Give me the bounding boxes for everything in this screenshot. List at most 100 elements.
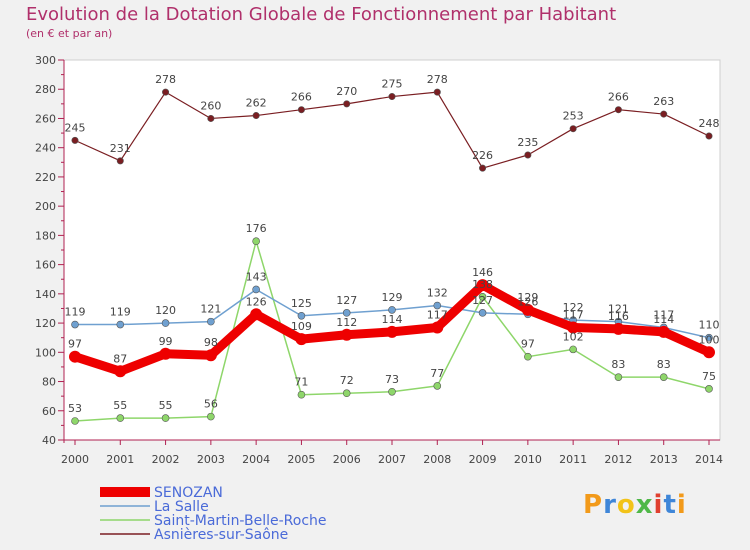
data-label-asnieres-sur-saone: 253 bbox=[563, 110, 584, 123]
chart-title: Evolution de la Dotation Globale de Fonc… bbox=[26, 4, 617, 25]
data-point-asnieres-sur-saone bbox=[569, 125, 577, 133]
data-label-saint-martin-belle-roche: 83 bbox=[611, 358, 625, 371]
x-tick-label: 2006 bbox=[333, 453, 361, 466]
x-tick-label: 2005 bbox=[287, 453, 315, 466]
x-tick-label: 2014 bbox=[695, 453, 723, 466]
data-point-senozan bbox=[295, 333, 308, 346]
data-label-senozan: 114 bbox=[382, 313, 403, 326]
data-label-senozan: 97 bbox=[68, 338, 82, 351]
data-label-la-salle: 120 bbox=[155, 304, 176, 317]
data-label-asnieres-sur-saone: 235 bbox=[517, 136, 538, 149]
data-point-la-salle bbox=[297, 311, 306, 320]
data-label-senozan: 87 bbox=[113, 352, 127, 365]
data-point-la-salle bbox=[388, 306, 396, 314]
data-label-la-salle: 127 bbox=[472, 294, 493, 307]
data-label-senozan: 98 bbox=[204, 336, 218, 349]
data-point-saint-martin-belle-roche bbox=[433, 382, 442, 390]
data-point-asnieres-sur-saone bbox=[388, 93, 396, 101]
data-label-la-salle: 127 bbox=[336, 294, 357, 307]
data-label-senozan: 146 bbox=[472, 266, 493, 279]
data-label-saint-martin-belle-roche: 138 bbox=[472, 278, 493, 291]
data-point-saint-martin-belle-roche bbox=[342, 389, 351, 398]
data-point-asnieres-sur-saone bbox=[162, 88, 170, 96]
data-label-asnieres-sur-saone: 275 bbox=[382, 78, 403, 91]
y-tick-label: 160 bbox=[35, 259, 56, 272]
data-label-la-salle: 110 bbox=[699, 319, 720, 332]
data-point-saint-martin-belle-roche bbox=[478, 292, 487, 301]
data-point-saint-martin-belle-roche bbox=[569, 345, 577, 354]
data-label-asnieres-sur-saone: 226 bbox=[472, 149, 493, 162]
x-tick-label: 2002 bbox=[152, 453, 180, 466]
data-label-la-salle: 132 bbox=[427, 287, 448, 300]
data-point-asnieres-sur-saone bbox=[116, 157, 124, 165]
data-point-asnieres-sur-saone bbox=[71, 136, 79, 144]
data-label-asnieres-sur-saone: 278 bbox=[155, 73, 176, 86]
y-tick-label: 60 bbox=[42, 405, 56, 418]
data-label-senozan: 99 bbox=[159, 335, 173, 348]
data-label-saint-martin-belle-roche: 102 bbox=[563, 330, 584, 343]
data-label-saint-martin-belle-roche: 56 bbox=[204, 398, 218, 411]
axes: 40 60 80 100 120 140 160 180 200 220 240 260 280 300 2… bbox=[35, 54, 723, 466]
data-point-asnieres-sur-saone bbox=[297, 106, 305, 114]
data-label-saint-martin-belle-roche: 72 bbox=[340, 374, 354, 387]
data-label-la-salle: 121 bbox=[200, 303, 221, 316]
data-label-senozan: 117 bbox=[427, 308, 448, 321]
data-label-la-salle: 121 bbox=[608, 303, 629, 316]
data-label-senozan: 114 bbox=[653, 313, 674, 326]
data-label-asnieres-sur-saone: 262 bbox=[246, 97, 267, 110]
data-point-la-salle bbox=[342, 309, 351, 317]
data-label-asnieres-sur-saone: 231 bbox=[110, 142, 131, 155]
x-tick-label: 2010 bbox=[514, 453, 542, 466]
data-point-saint-martin-belle-roche bbox=[207, 412, 215, 421]
data-point-saint-martin-belle-roche bbox=[524, 352, 532, 361]
legend-label: Saint-Martin-Belle-Roche bbox=[154, 513, 327, 529]
data-label-asnieres-sur-saone: 278 bbox=[427, 73, 448, 86]
data-point-la-salle bbox=[116, 320, 125, 329]
y-tick-label: 100 bbox=[35, 346, 56, 359]
data-label-senozan: 109 bbox=[291, 320, 312, 333]
data-point-saint-martin-belle-roche bbox=[614, 373, 623, 381]
data-point-la-salle bbox=[705, 333, 713, 342]
legend-label: La Salle bbox=[154, 499, 209, 515]
data-label-senozan: 129 bbox=[517, 291, 538, 304]
data-point-saint-martin-belle-roche bbox=[116, 414, 125, 422]
data-label-senozan: 112 bbox=[336, 316, 357, 329]
data-point-senozan bbox=[114, 365, 127, 378]
y-tick-label: 120 bbox=[35, 317, 56, 330]
data-label-saint-martin-belle-roche: 97 bbox=[521, 338, 535, 351]
data-label-la-salle: 117 bbox=[653, 308, 674, 321]
data-point-senozan bbox=[431, 321, 444, 334]
data-label-la-salle: 129 bbox=[382, 291, 403, 304]
data-point-la-salle bbox=[433, 301, 442, 310]
data-point-senozan bbox=[476, 279, 489, 292]
proxiti-logo: Proxiti bbox=[583, 490, 687, 520]
data-label-senozan: 126 bbox=[246, 295, 267, 308]
data-label-saint-martin-belle-roche: 55 bbox=[159, 399, 173, 412]
data-point-senozan bbox=[159, 347, 172, 360]
data-point-asnieres-sur-saone bbox=[343, 100, 351, 108]
y-tick-label: 300 bbox=[35, 54, 56, 67]
y-tick-label: 220 bbox=[35, 171, 56, 184]
data-point-asnieres-sur-saone bbox=[524, 151, 532, 159]
x-tick-label: 2009 bbox=[469, 453, 497, 466]
data-point-asnieres-sur-saone bbox=[479, 164, 487, 172]
data-label-saint-martin-belle-roche: 77 bbox=[430, 367, 444, 380]
chart-subtitle: (en € et par an) bbox=[26, 27, 113, 40]
data-label-saint-martin-belle-roche: 75 bbox=[702, 370, 716, 383]
data-label-la-salle: 125 bbox=[291, 297, 312, 310]
x-tick-label: 2003 bbox=[197, 453, 225, 466]
data-point-saint-martin-belle-roche bbox=[297, 390, 306, 399]
data-label-la-salle: 119 bbox=[110, 306, 131, 319]
data-label-asnieres-sur-saone: 266 bbox=[291, 91, 312, 104]
data-point-senozan bbox=[612, 322, 625, 335]
data-label-la-salle: 126 bbox=[517, 295, 538, 308]
data-point-la-salle bbox=[71, 320, 79, 329]
data-label-la-salle: 143 bbox=[246, 270, 267, 283]
data-label-saint-martin-belle-roche: 55 bbox=[113, 399, 127, 412]
data-point-saint-martin-belle-roche bbox=[161, 414, 170, 422]
data-label-saint-martin-belle-roche: 71 bbox=[294, 376, 308, 389]
